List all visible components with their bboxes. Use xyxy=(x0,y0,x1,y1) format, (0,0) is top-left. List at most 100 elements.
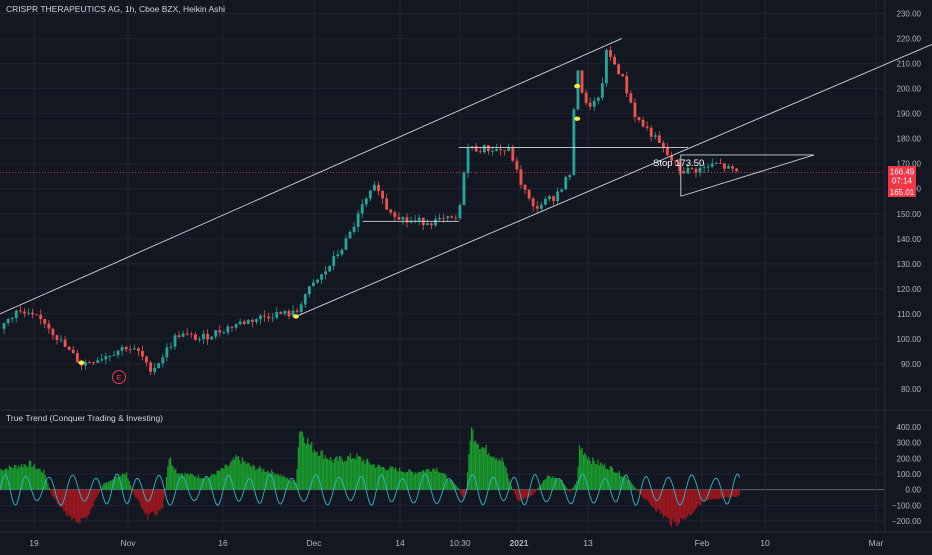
candle-body xyxy=(714,163,718,164)
time-tick-label: Feb xyxy=(695,538,710,548)
low-price-tag-box xyxy=(888,187,916,197)
candle-body xyxy=(161,357,165,364)
candle-body xyxy=(401,217,405,220)
candle-body xyxy=(202,333,205,339)
candle-body xyxy=(450,216,454,218)
candle-body xyxy=(55,335,59,340)
time-tick-label: 10 xyxy=(760,538,770,548)
earnings-marker-circle xyxy=(112,370,126,384)
candle-body xyxy=(527,189,531,199)
candle-body xyxy=(295,310,299,312)
indicator-tick-label: 200.00 xyxy=(897,454,922,463)
candle-body xyxy=(666,148,669,156)
candle-body xyxy=(132,348,136,350)
indicator-tick-label: 400.00 xyxy=(897,423,922,432)
candle-body xyxy=(27,312,30,314)
candle-body xyxy=(454,217,458,219)
candle-body xyxy=(299,304,303,312)
trendline-triangle-bottom[interactable] xyxy=(680,154,815,197)
earnings-marker[interactable]: E xyxy=(112,370,126,384)
candle-body xyxy=(393,212,397,217)
candle-body xyxy=(727,166,730,169)
candle-body xyxy=(373,184,376,191)
candle-body xyxy=(39,314,43,320)
candle-body xyxy=(625,76,629,94)
price-tick-label: 170.00 xyxy=(897,160,922,169)
candle-body xyxy=(674,160,678,162)
candle-body xyxy=(600,83,604,98)
candle-body xyxy=(678,161,682,172)
candle-body xyxy=(385,198,389,210)
candle-body xyxy=(653,135,657,137)
candle-body xyxy=(328,265,332,272)
candle-body xyxy=(23,311,26,314)
candle-body xyxy=(145,356,148,363)
candle-body xyxy=(157,363,161,369)
candle-body xyxy=(84,362,87,366)
last-price-tag: 166.49 xyxy=(890,168,915,177)
time-tick-label: 10:30 xyxy=(449,538,471,548)
candle-body xyxy=(230,326,234,328)
candle-body xyxy=(535,206,539,209)
candle-body xyxy=(136,348,140,351)
candle-body xyxy=(531,198,535,207)
candle-body xyxy=(226,326,230,333)
time-tick-label: Nov xyxy=(120,538,136,548)
earnings-marker-label: E xyxy=(117,375,122,382)
signal-dots xyxy=(78,83,581,365)
candle-body xyxy=(605,49,608,84)
price-tick-label: 110.00 xyxy=(897,310,921,319)
candle-body xyxy=(67,346,71,350)
candle-body xyxy=(649,127,653,137)
trendline-lower-channel[interactable] xyxy=(295,41,932,317)
candle-body xyxy=(718,163,722,164)
trendline-upper-channel[interactable] xyxy=(0,38,622,315)
true-trend-oscillator xyxy=(0,473,741,506)
true-trend-histogram xyxy=(0,427,740,527)
candle-body xyxy=(242,321,246,324)
candle-body xyxy=(731,166,734,169)
candle-body xyxy=(621,74,625,77)
candle-body xyxy=(482,145,486,153)
price-tick-label: 120.00 xyxy=(897,285,922,294)
candle-body xyxy=(377,184,380,192)
candle-body xyxy=(507,147,511,151)
candle-body xyxy=(18,310,22,312)
candle-body xyxy=(698,167,702,173)
price-tick-label: 200.00 xyxy=(897,85,922,94)
candle-body xyxy=(515,160,519,170)
indicator-tick-label: −200.00 xyxy=(892,517,922,526)
candle-body xyxy=(340,249,344,255)
candle-body xyxy=(539,204,543,209)
candle-body xyxy=(214,330,218,337)
signal-dot xyxy=(574,116,581,121)
candle-body xyxy=(552,196,555,202)
candle-body xyxy=(572,109,576,175)
candle-body xyxy=(112,355,116,356)
candle-body xyxy=(478,151,482,153)
candle-body xyxy=(466,148,470,174)
low-price-tag: 165.01 xyxy=(890,188,915,197)
candle-body xyxy=(35,314,39,316)
candle-body xyxy=(629,93,633,103)
candle-body xyxy=(43,319,47,324)
candle-body xyxy=(250,319,254,323)
candle-body xyxy=(124,346,128,350)
candle-body xyxy=(59,339,63,341)
candle-body xyxy=(434,219,437,226)
candle-body xyxy=(259,315,262,320)
candle-body xyxy=(458,205,462,219)
candle-body xyxy=(633,102,637,117)
candle-body xyxy=(702,167,706,168)
candle-body xyxy=(206,333,209,340)
trend-lines[interactable] xyxy=(0,38,932,317)
bar-countdown: 07:14 xyxy=(892,177,913,186)
candle-body xyxy=(389,209,393,213)
candle-body xyxy=(10,317,14,320)
price-tick-label: 180.00 xyxy=(897,135,922,144)
candle-body xyxy=(311,282,315,287)
candle-body xyxy=(6,319,10,324)
candle-body xyxy=(149,362,152,372)
